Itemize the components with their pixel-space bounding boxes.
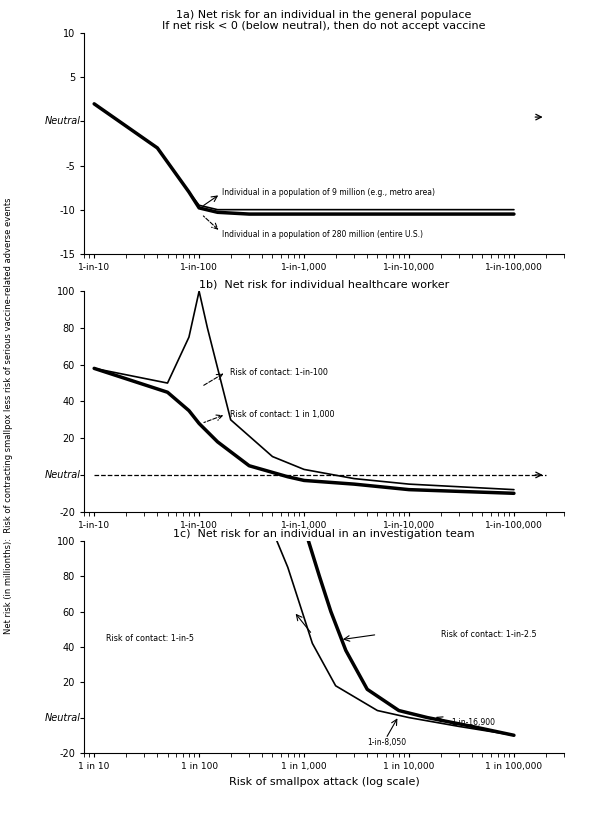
Title: 1b)  Net risk for individual healthcare worker: 1b) Net risk for individual healthcare w… xyxy=(199,279,449,289)
Text: Net risk (in millionths):  Risk of contracting smallpox less risk of serious vac: Net risk (in millionths): Risk of contra… xyxy=(4,198,14,634)
Text: Neutral: Neutral xyxy=(45,116,81,126)
Text: Risk of contact: 1-in-2.5: Risk of contact: 1-in-2.5 xyxy=(440,630,536,639)
Text: Risk of contact: 1-in-5: Risk of contact: 1-in-5 xyxy=(106,633,194,642)
Text: Individual in a population of 280 million (entire U.S.): Individual in a population of 280 millio… xyxy=(222,230,423,239)
Title: 1a) Net risk for an individual in the general populace
If net risk < 0 (below ne: 1a) Net risk for an individual in the ge… xyxy=(162,9,486,31)
Text: 1-in-16,900: 1-in-16,900 xyxy=(451,718,495,727)
Text: Individual in a population of 9 million (e.g., metro area): Individual in a population of 9 million … xyxy=(222,187,435,196)
Text: Risk of contact: 1-in-100: Risk of contact: 1-in-100 xyxy=(230,368,328,377)
Text: Neutral: Neutral xyxy=(45,470,81,480)
X-axis label: Risk of smallpox attack (log scale): Risk of smallpox attack (log scale) xyxy=(229,776,419,786)
Text: 1-in-8,050: 1-in-8,050 xyxy=(367,738,406,747)
Text: Neutral: Neutral xyxy=(45,712,81,723)
Text: Risk of contact: 1 in 1,000: Risk of contact: 1 in 1,000 xyxy=(230,410,334,418)
Title: 1c)  Net risk for an individual in an investigation team: 1c) Net risk for an individual in an inv… xyxy=(173,528,475,538)
